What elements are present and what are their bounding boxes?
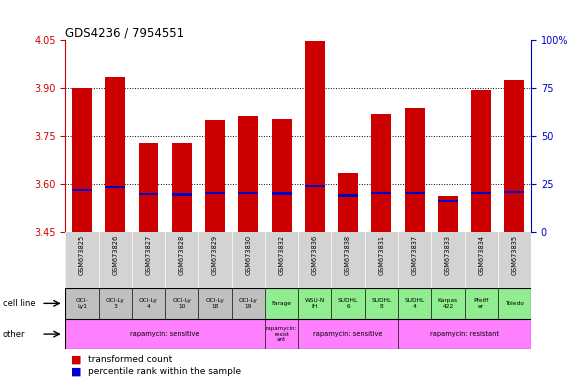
Text: OCI-Ly
10: OCI-Ly 10 — [172, 298, 191, 309]
Text: GSM673825: GSM673825 — [79, 235, 85, 275]
Bar — [239, 116, 258, 232]
Bar — [438, 200, 458, 202]
Text: GSM673836: GSM673836 — [312, 235, 318, 275]
Bar — [172, 143, 192, 232]
Text: SUDHL
6: SUDHL 6 — [338, 298, 358, 309]
Bar — [272, 192, 291, 195]
Bar — [205, 192, 225, 194]
Text: Pfeiff
er: Pfeiff er — [474, 298, 489, 309]
FancyBboxPatch shape — [65, 319, 265, 349]
FancyBboxPatch shape — [465, 288, 498, 319]
FancyBboxPatch shape — [165, 288, 198, 319]
Bar — [404, 192, 425, 194]
Bar — [172, 194, 192, 196]
Text: GSM673835: GSM673835 — [511, 235, 517, 275]
Bar — [338, 173, 358, 232]
Bar — [404, 108, 425, 232]
Bar — [504, 80, 524, 232]
Text: GSM673837: GSM673837 — [412, 235, 417, 275]
Bar — [205, 120, 225, 232]
Bar — [305, 41, 325, 232]
Text: OCI-
Ly1: OCI- Ly1 — [76, 298, 88, 309]
Text: GSM673828: GSM673828 — [179, 235, 185, 275]
Text: GSM673826: GSM673826 — [112, 235, 118, 275]
Bar — [272, 119, 291, 232]
FancyBboxPatch shape — [298, 288, 332, 319]
FancyBboxPatch shape — [298, 319, 398, 349]
FancyBboxPatch shape — [332, 288, 365, 319]
FancyBboxPatch shape — [498, 288, 531, 319]
Text: GSM673829: GSM673829 — [212, 235, 218, 275]
Bar — [105, 186, 125, 188]
Text: Toledo: Toledo — [505, 301, 524, 306]
Text: SUDHL
4: SUDHL 4 — [404, 298, 425, 309]
Text: OCI-Ly
3: OCI-Ly 3 — [106, 298, 124, 309]
Text: GSM673832: GSM673832 — [278, 235, 285, 275]
Text: other: other — [3, 329, 26, 339]
Text: GSM673833: GSM673833 — [445, 235, 451, 275]
Bar — [72, 88, 92, 232]
FancyBboxPatch shape — [65, 288, 99, 319]
Text: GSM673838: GSM673838 — [345, 235, 351, 275]
FancyBboxPatch shape — [398, 288, 431, 319]
Bar — [139, 143, 158, 232]
Text: cell line: cell line — [3, 299, 35, 308]
FancyBboxPatch shape — [132, 288, 165, 319]
Text: WSU-N
IH: WSU-N IH — [304, 298, 325, 309]
Text: OCI-Ly
18: OCI-Ly 18 — [206, 298, 224, 309]
Bar — [371, 114, 391, 232]
Bar — [72, 189, 92, 191]
Text: ■: ■ — [71, 355, 81, 365]
FancyBboxPatch shape — [198, 288, 232, 319]
Text: rapamycin: resistant: rapamycin: resistant — [430, 331, 499, 337]
Bar — [471, 192, 491, 194]
FancyBboxPatch shape — [99, 288, 132, 319]
Text: SUDHL
8: SUDHL 8 — [371, 298, 391, 309]
Bar — [504, 191, 524, 193]
Text: Karpas
422: Karpas 422 — [438, 298, 458, 309]
Bar — [438, 195, 458, 232]
FancyBboxPatch shape — [265, 288, 298, 319]
Bar — [239, 192, 258, 194]
Text: rapamycin:
resist
ant: rapamycin: resist ant — [266, 326, 297, 343]
Text: transformed count: transformed count — [88, 355, 172, 364]
Text: GDS4236 / 7954551: GDS4236 / 7954551 — [65, 26, 185, 39]
Bar — [139, 193, 158, 195]
FancyBboxPatch shape — [265, 319, 298, 349]
Text: ■: ■ — [71, 366, 81, 376]
FancyBboxPatch shape — [431, 288, 465, 319]
Text: rapamycin: sensitive: rapamycin: sensitive — [131, 331, 200, 337]
Bar — [471, 90, 491, 232]
Bar — [105, 77, 125, 232]
Bar — [305, 185, 325, 187]
Text: percentile rank within the sample: percentile rank within the sample — [88, 367, 241, 376]
FancyBboxPatch shape — [232, 288, 265, 319]
FancyBboxPatch shape — [398, 319, 531, 349]
Bar — [371, 192, 391, 194]
Text: OCI-Ly
4: OCI-Ly 4 — [139, 298, 158, 309]
Text: GSM673827: GSM673827 — [145, 235, 152, 275]
Text: GSM673831: GSM673831 — [378, 235, 385, 275]
Text: OCI-Ly
19: OCI-Ly 19 — [239, 298, 258, 309]
Text: GSM673834: GSM673834 — [478, 235, 484, 275]
Bar — [338, 194, 358, 197]
FancyBboxPatch shape — [365, 288, 398, 319]
Text: rapamycin: sensitive: rapamycin: sensitive — [314, 331, 383, 337]
Text: Farage: Farage — [272, 301, 291, 306]
Text: GSM673830: GSM673830 — [245, 235, 251, 275]
